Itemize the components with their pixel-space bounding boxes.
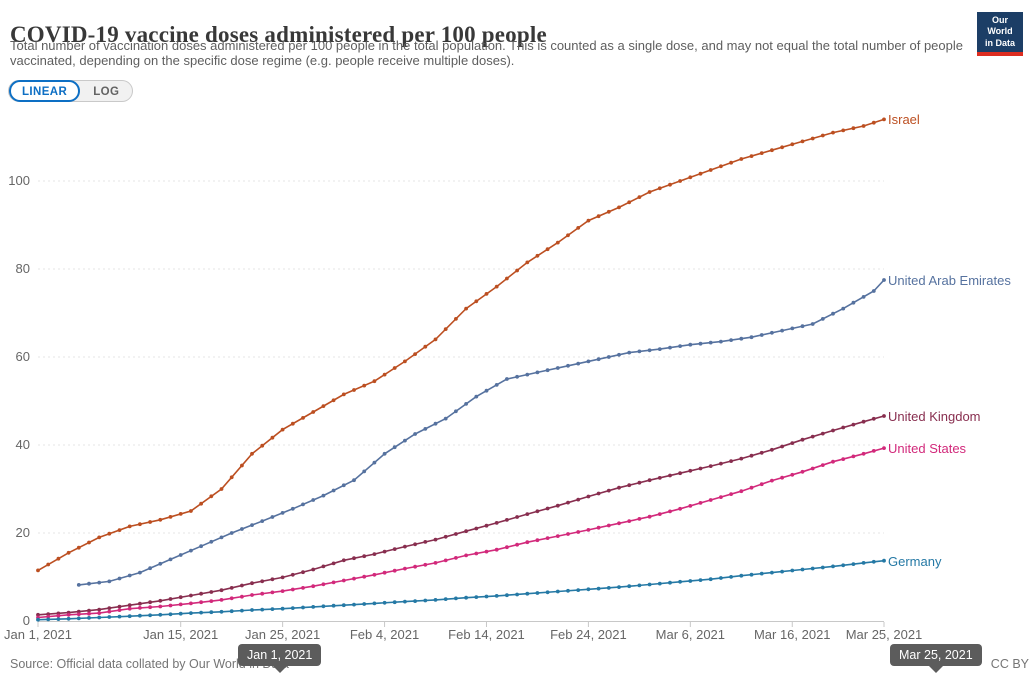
x-tick-label: Feb 4, 2021 [349,627,420,642]
x-tick-label: Jan 1, 2021 [4,627,72,642]
timeline-end-handle[interactable]: Mar 25, 2021 [890,644,982,673]
series-label-germany[interactable]: Germany [888,553,942,569]
owid-logo-text: Our World in Data [977,12,1023,52]
log-button[interactable]: LOG [93,86,120,98]
y-tick-label: 80 [15,261,30,276]
owid-logo[interactable]: Our World in Data [977,12,1023,56]
cc-by-link[interactable]: CC BY [990,657,1029,671]
y-tick-label: 100 [8,173,30,188]
series-label-israel[interactable]: Israel [888,112,920,128]
owid-logo-red-bar [977,51,1023,56]
scale-toggle: LINEAR LOG [8,80,134,102]
series-label-united-kingdom[interactable]: United Kingdom [888,408,981,424]
x-tick-label: Feb 14, 2021 [448,627,525,642]
linear-button[interactable]: LINEAR [9,80,81,102]
x-tick-label: Jan 15, 2021 [143,627,219,642]
x-tick-label: Mar 16, 2021 [753,627,831,642]
y-tick-label: 20 [15,525,30,540]
x-tick-label: Jan 25, 2021 [245,627,321,642]
source-text: Source: Official data collated by Our Wo… [10,657,289,671]
x-tick-label: Mar 6, 2021 [655,627,726,642]
timeline-start-handle[interactable]: Jan 1, 2021 [238,644,322,673]
y-tick-label: 60 [15,349,30,364]
chart-subtitle: Total number of vaccination doses admini… [10,38,963,69]
series-label-united-arab-emirates[interactable]: United Arab Emirates [888,273,1011,288]
y-tick-label: 0 [22,613,30,628]
series-label-united-states[interactable]: United States [888,441,967,457]
x-tick-label: Feb 24, 2021 [550,627,627,642]
x-tick-label: Mar 25, 2021 [845,627,923,642]
page-title: COVID-19 vaccine doses administered per … [10,22,547,48]
y-tick-label: 40 [15,437,30,452]
